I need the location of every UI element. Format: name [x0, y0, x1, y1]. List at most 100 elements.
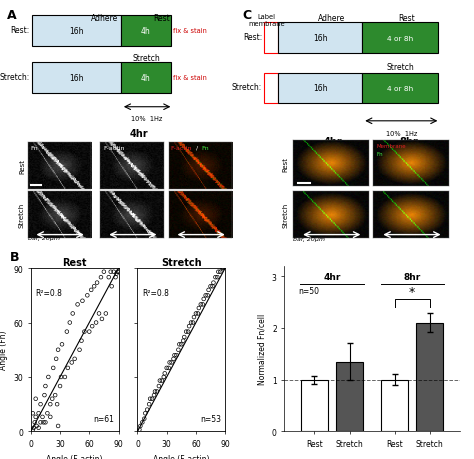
- Point: [115, 269, 122, 276]
- Point: [85, 328, 93, 336]
- Point: [108, 283, 116, 290]
- FancyBboxPatch shape: [32, 16, 121, 47]
- Point: [52, 355, 60, 363]
- Point: [35, 410, 42, 417]
- Point: [105, 274, 112, 281]
- Text: 4h: 4h: [141, 74, 151, 83]
- Text: 8hr: 8hr: [403, 273, 421, 282]
- Text: Fn: Fn: [201, 146, 209, 151]
- Text: 8hr: 8hr: [400, 137, 419, 147]
- Text: Stretch:: Stretch:: [0, 73, 30, 82]
- Point: [155, 382, 163, 390]
- Point: [71, 355, 79, 363]
- Point: [211, 274, 219, 281]
- Text: bar, 20μm: bar, 20μm: [293, 237, 325, 242]
- Point: [29, 410, 36, 417]
- Point: [76, 346, 83, 353]
- Point: [46, 413, 54, 420]
- Point: [137, 422, 144, 430]
- Text: n=61: n=61: [93, 414, 114, 423]
- FancyBboxPatch shape: [278, 23, 362, 54]
- Point: [113, 270, 120, 278]
- Point: [185, 323, 193, 330]
- Point: [39, 413, 46, 420]
- Text: Rest: Rest: [154, 14, 170, 23]
- Point: [189, 319, 197, 326]
- Text: fix & stain: fix & stain: [173, 28, 207, 34]
- Text: Adhere: Adhere: [91, 14, 118, 23]
- Text: Rest: Rest: [399, 14, 415, 23]
- X-axis label: Angle (F-actin): Angle (F-actin): [153, 453, 210, 459]
- Point: [98, 315, 106, 323]
- Text: Stretch:: Stretch:: [232, 83, 262, 92]
- Text: 16h: 16h: [69, 74, 84, 83]
- Text: Stretch: Stretch: [132, 54, 160, 62]
- Point: [33, 422, 40, 430]
- Point: [197, 301, 205, 308]
- FancyBboxPatch shape: [121, 16, 171, 47]
- Point: [87, 286, 95, 294]
- Point: [35, 424, 42, 431]
- Point: [88, 323, 96, 330]
- Point: [97, 274, 105, 281]
- Text: /: /: [196, 146, 198, 151]
- Y-axis label: Normalized Fn/cell: Normalized Fn/cell: [257, 313, 266, 384]
- FancyBboxPatch shape: [362, 23, 438, 54]
- Point: [180, 337, 187, 345]
- Point: [46, 401, 54, 408]
- Point: [215, 269, 222, 276]
- Point: [93, 280, 101, 287]
- Text: 4 or 8h: 4 or 8h: [387, 35, 413, 41]
- Point: [150, 392, 158, 399]
- Text: Stretch: Stretch: [386, 63, 414, 72]
- Title: Rest: Rest: [63, 258, 87, 268]
- Point: [156, 377, 164, 385]
- Point: [78, 337, 85, 345]
- Point: [199, 301, 207, 308]
- FancyBboxPatch shape: [264, 73, 278, 104]
- Point: [163, 364, 171, 372]
- Bar: [381, 380, 409, 431]
- Point: [110, 269, 118, 276]
- Point: [51, 392, 59, 399]
- Point: [140, 415, 148, 422]
- Point: [37, 401, 45, 408]
- Text: Stretch: Stretch: [283, 202, 289, 228]
- Text: 4hr: 4hr: [324, 137, 343, 147]
- Point: [41, 392, 48, 399]
- Point: [29, 426, 36, 433]
- Text: Stretch: Stretch: [19, 202, 25, 228]
- Point: [102, 310, 109, 318]
- Point: [64, 364, 72, 372]
- Text: 10%  1Hz: 10% 1Hz: [131, 116, 163, 122]
- Point: [31, 419, 38, 426]
- Text: A: A: [7, 9, 17, 22]
- Point: [91, 283, 98, 290]
- Text: 16h: 16h: [69, 27, 84, 36]
- Text: *: *: [409, 285, 415, 298]
- Point: [153, 388, 161, 395]
- Text: n=53: n=53: [200, 414, 221, 423]
- Point: [55, 422, 62, 430]
- FancyBboxPatch shape: [121, 63, 171, 94]
- Point: [136, 426, 143, 433]
- Text: Rest:: Rest:: [243, 33, 262, 42]
- Point: [100, 269, 108, 276]
- Point: [53, 401, 61, 408]
- Point: [166, 359, 173, 366]
- Point: [202, 292, 210, 299]
- Text: R²=0.8: R²=0.8: [35, 288, 62, 297]
- Point: [195, 305, 202, 312]
- Text: Rest: Rest: [283, 156, 289, 171]
- Point: [92, 319, 100, 326]
- Point: [160, 374, 168, 381]
- Point: [144, 406, 151, 414]
- Text: Label
membrane: Label membrane: [248, 14, 285, 27]
- Point: [45, 374, 52, 381]
- Point: [37, 419, 45, 426]
- Text: F-actin: F-actin: [170, 146, 192, 151]
- X-axis label: Angle (F-actin): Angle (F-actin): [46, 453, 103, 459]
- Point: [66, 319, 73, 326]
- Title: Stretch: Stretch: [161, 258, 201, 268]
- Point: [32, 395, 39, 403]
